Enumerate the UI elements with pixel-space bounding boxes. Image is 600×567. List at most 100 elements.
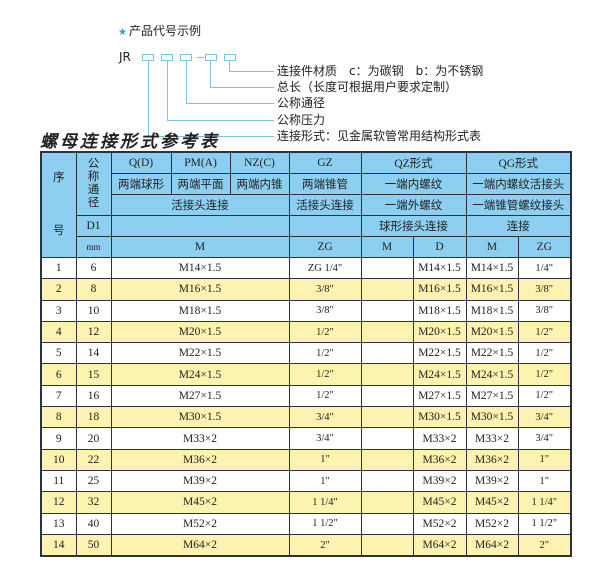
header-desc-qg: 一端内螺纹活接头: [465, 173, 572, 195]
cell-qg-zg: 3/4": [517, 427, 572, 450]
cell-qz-m: [360, 448, 414, 471]
cell-dn: 15: [75, 363, 112, 386]
cell-zg: 1/2": [288, 320, 362, 344]
cell-zg: 1 1/2": [288, 512, 362, 535]
product-code-diagram: ★ 产品代号示例 JR 连接件材质 c：为碳钢 b：为不锈钢 总长（长度可根据用户…: [0, 0, 600, 143]
cell-qg-m: M36×2: [465, 448, 519, 471]
cell-qg-zg: 3/8": [517, 299, 572, 322]
table-row: 1 6 M14×1.5 ZG 1/4" M14×1.5 M14×1.5 1/4": [40, 256, 572, 280]
cell-qg-zg: 1 1/2": [517, 512, 572, 535]
cell-qg-zg: 3/8": [517, 278, 572, 301]
cell-m: M24×1.5: [110, 363, 290, 386]
header-empty: [288, 215, 362, 237]
cell-qg-m: M64×2: [465, 533, 519, 557]
code-dash: [197, 57, 204, 58]
cell-zg: ZG 1/4": [288, 256, 362, 280]
header-desc-nz: 两端内锥: [229, 173, 290, 195]
cell-zg: 1/2": [288, 384, 362, 408]
cell-qg-m: M18×1.5: [465, 299, 519, 322]
cell-zg: 1/2": [288, 363, 362, 386]
cell-qg-zg: 2": [517, 533, 572, 557]
leader-line: [229, 71, 274, 72]
cell-qg-zg: 1/2": [517, 342, 572, 365]
cell-qg-m: M30×1.5: [465, 406, 519, 429]
header-desc-qd: 两端球形: [110, 173, 172, 195]
cell-dn: 50: [75, 533, 112, 557]
cell-no: 7: [40, 384, 77, 408]
cell-qg-zg: 1/4": [517, 256, 572, 280]
label-diameter: 公称通径: [277, 96, 326, 110]
header-unit: mm: [75, 236, 112, 258]
cell-qg-zg: 1/2": [517, 384, 572, 408]
cell-qz-d: M36×2: [412, 448, 467, 471]
header-seq-bottom: 号: [53, 225, 65, 237]
cell-qz-m: [360, 320, 414, 344]
cell-zg: 1 1/4": [288, 491, 362, 514]
cell-qz-m: [360, 278, 414, 301]
header-conn-union: 活接头连接: [110, 194, 290, 216]
table-row: 14 50 M64×2 2" M64×2 M64×2 2": [40, 533, 572, 557]
cell-m: M14×1.5: [110, 256, 290, 280]
cell-m: M64×2: [110, 533, 290, 557]
cell-m: M36×2: [110, 448, 290, 471]
code-box-pressure: [161, 54, 173, 61]
leader-line: [229, 61, 230, 72]
leader-line: [210, 61, 211, 88]
header-m: M: [110, 236, 290, 258]
star-icon: ★: [118, 27, 127, 38]
cell-qz-d: M24×1.5: [412, 363, 467, 386]
header-qg-conn: 连接: [465, 215, 572, 237]
table-row: 3 10 M18×1.5 3/8" M18×1.5 M18×1.5 3/8": [40, 299, 572, 322]
nut-connection-table: 序号 公称通径 Q(D) PM(A) NZ(C) GZ QZ形式 QG形式 两端…: [40, 151, 572, 558]
header-qz-d: D: [412, 236, 467, 258]
cell-qz-d: M14×1.5: [412, 256, 467, 280]
cell-qz-m: [360, 299, 414, 322]
cell-qg-m: M33×2: [465, 427, 519, 450]
cell-qz-d: M30×1.5: [412, 406, 467, 429]
cell-qz-m: [360, 512, 414, 535]
cell-m: M33×2: [110, 427, 290, 450]
cell-qg-zg: 3/4": [517, 406, 572, 429]
cell-qg-zg: 1/2": [517, 363, 572, 386]
leader-line: [167, 120, 274, 121]
code-prefix: JR: [119, 50, 131, 64]
leader-line: [148, 136, 274, 137]
cell-qg-zg: 1/2": [517, 320, 572, 344]
table-row: 6 15 M24×1.5 1/2" M24×1.5 M24×1.5 1/2": [40, 363, 572, 386]
cell-qz-m: [360, 406, 414, 429]
cell-no: 3: [40, 299, 77, 322]
table-row: 7 16 M27×1.5 1/2" M27×1.5 M27×1.5 1/2": [40, 384, 572, 408]
cell-zg: 3/8": [288, 278, 362, 301]
cell-qg-zg: 1 1/4": [517, 491, 572, 514]
cell-dn: 8: [75, 278, 112, 301]
cell-dn: 16: [75, 384, 112, 408]
header-nominal-diameter: 公称通径: [75, 151, 112, 216]
cell-qz-m: [360, 469, 414, 493]
cell-dn: 22: [75, 448, 112, 471]
header-seq-top: 序: [53, 172, 65, 184]
cell-no: 11: [40, 469, 77, 493]
table-row: 13 40 M52×2 1 1/2" M52×2 M52×2 1 1/2": [40, 512, 572, 535]
cell-no: 8: [40, 406, 77, 429]
label-connection: 连接形式：见金属软管常用结构形式表: [277, 129, 482, 143]
cell-qz-m: [360, 342, 414, 365]
header-type-qz: QZ形式: [360, 151, 467, 174]
cell-qg-m: M14×1.5: [465, 256, 519, 280]
cell-qg-m: M52×2: [465, 512, 519, 535]
cell-qg-m: M27×1.5: [465, 384, 519, 408]
cell-dn: 20: [75, 427, 112, 450]
leader-line: [210, 87, 274, 88]
cell-zg: 1/2": [288, 342, 362, 365]
cell-zg: 3/4": [288, 427, 362, 450]
header-qg-zg: ZG: [517, 236, 572, 258]
cell-qg-m: M24×1.5: [465, 363, 519, 386]
cell-no: 4: [40, 320, 77, 344]
table-body: 1 6 M14×1.5 ZG 1/4" M14×1.5 M14×1.5 1/4" 2 8 M16×…: [40, 256, 572, 557]
cell-dn: 10: [75, 299, 112, 322]
header-desc-gz: 两端锥管: [288, 173, 362, 195]
cell-qz-m: [360, 363, 414, 386]
header-conn-qz: 一端外螺纹: [360, 194, 467, 216]
section-title: 螺母连接形式参考表: [40, 132, 220, 152]
header-type-pm: PM(A): [170, 151, 231, 174]
header-conn-gz: 活接头连接: [288, 194, 362, 216]
